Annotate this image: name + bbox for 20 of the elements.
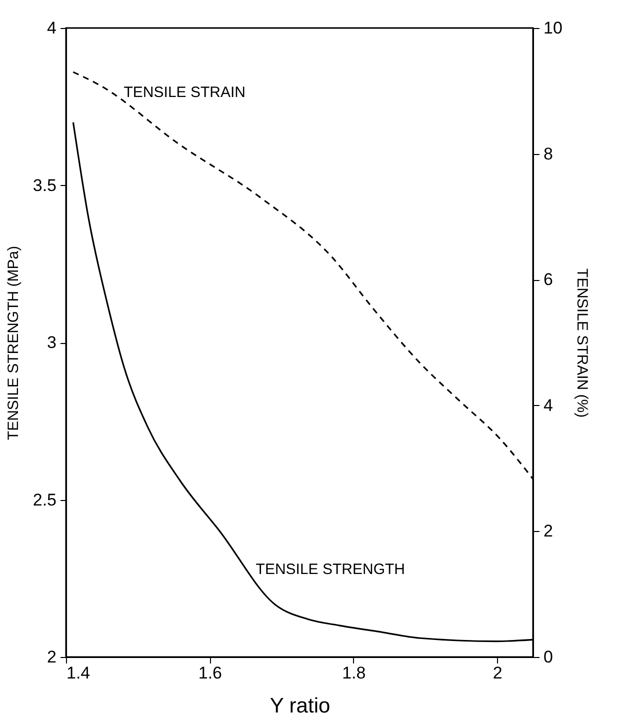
y2-tick-label: 10 [544,18,562,38]
y2-tick-label: 2 [544,522,553,541]
y2-tick-label: 0 [544,648,553,666]
x-tick-label: 2 [492,664,502,682]
y2-tick-label: 4 [544,396,553,415]
y-tick-label: 2.5 [32,490,56,510]
y-tick-label: 3.5 [32,176,56,195]
y2-tick-label: 8 [544,144,553,164]
y-tick-label: 3 [47,333,56,352]
x-tick-label: 1.8 [342,664,366,682]
y2-axis-title: TENSILE STRAIN (%) [573,268,590,418]
y-tick-label: 2 [47,648,56,666]
y-tick-label: 4 [47,18,56,38]
y2-tick-label: 6 [544,270,553,290]
series-label: TENSILE STRAIN [124,84,246,102]
y-axis-title: TENSILE STRENGTH (MPa) [4,246,22,440]
x-axis-title: Y ratio [270,694,330,718]
series-label: TENSILE STRENGTH [256,561,405,578]
x-tick-label: 1.4 [66,664,90,682]
x-tick-label: 1.6 [198,664,222,682]
